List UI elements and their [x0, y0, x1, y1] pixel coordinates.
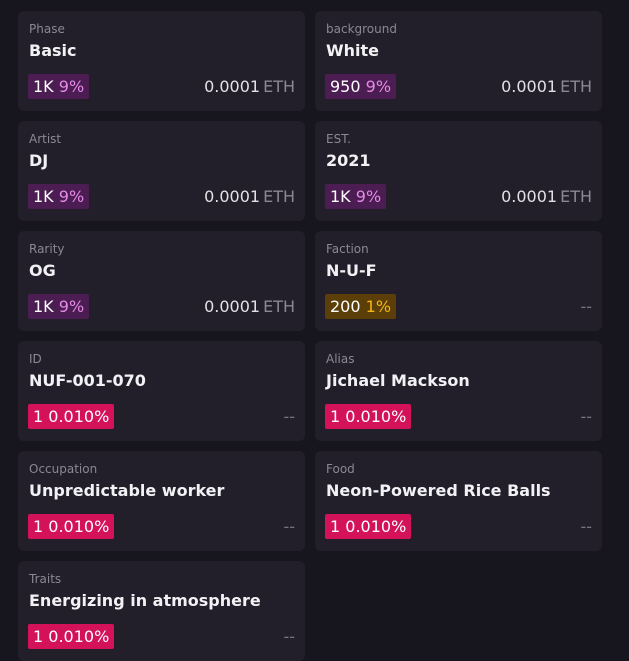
rarity-badge: 1K 9%: [28, 74, 90, 99]
trait-count: 1K: [33, 77, 54, 96]
rarity-badge: 200 1%: [325, 294, 397, 319]
trait-value: OG: [29, 261, 56, 280]
price-value: --: [580, 517, 592, 536]
trait-type: Traits: [29, 572, 62, 586]
trait-type: EST.: [326, 132, 351, 146]
trait-card: ID NUF-001-070 1 0.010% --: [18, 341, 305, 441]
currency: ETH: [560, 77, 592, 96]
trait-type: Phase: [29, 22, 65, 36]
price-value: 0.0001: [204, 297, 261, 316]
trait-value: Energizing in atmosphere: [29, 591, 261, 610]
floor-price: --: [283, 624, 295, 649]
floor-price: 0.0001 ETH: [501, 184, 592, 209]
trait-percent: 0.010%: [48, 627, 110, 646]
price-value: 0.0001: [204, 77, 261, 96]
trait-type: background: [326, 22, 397, 36]
trait-count: 1K: [33, 187, 54, 206]
rarity-badge: 950 9%: [325, 74, 397, 99]
trait-card: Faction N-U-F 200 1% --: [315, 231, 602, 331]
trait-card: Alias Jichael Mackson 1 0.010% --: [315, 341, 602, 441]
trait-value: 2021: [326, 151, 371, 170]
rarity-badge: 1K 9%: [28, 184, 90, 209]
currency: ETH: [263, 187, 295, 206]
trait-percent: 9%: [58, 77, 85, 96]
trait-count: 1: [330, 517, 341, 536]
trait-count: 1: [33, 517, 44, 536]
price-value: --: [580, 297, 592, 316]
trait-count: 1: [330, 407, 341, 426]
trait-type: Rarity: [29, 242, 65, 256]
trait-value: DJ: [29, 151, 49, 170]
trait-count: 950: [330, 77, 361, 96]
trait-card: Food Neon-Powered Rice Balls 1 0.010% --: [315, 451, 602, 551]
trait-type: Artist: [29, 132, 62, 146]
trait-value: N-U-F: [326, 261, 377, 280]
floor-price: --: [580, 514, 592, 539]
trait-card: background White 950 9% 0.0001 ETH: [315, 11, 602, 111]
trait-card: Rarity OG 1K 9% 0.0001 ETH: [18, 231, 305, 331]
trait-value: Neon-Powered Rice Balls: [326, 481, 551, 500]
trait-card: Occupation Unpredictable worker 1 0.010% --: [18, 451, 305, 551]
trait-value: Jichael Mackson: [326, 371, 470, 390]
rarity-badge: 1 0.010%: [28, 404, 115, 429]
trait-percent: 9%: [365, 77, 392, 96]
rarity-badge: 1K 9%: [28, 294, 90, 319]
trait-card: Traits Energizing in atmosphere 1 0.010% --: [18, 561, 305, 661]
trait-percent: 0.010%: [48, 517, 110, 536]
currency: ETH: [263, 77, 295, 96]
trait-card: EST. 2021 1K 9% 0.0001 ETH: [315, 121, 602, 221]
trait-value: NUF-001-070: [29, 371, 146, 390]
trait-count: 1: [33, 407, 44, 426]
trait-percent: 9%: [58, 187, 85, 206]
trait-type: Food: [326, 462, 355, 476]
trait-count: 1: [33, 627, 44, 646]
trait-percent: 0.010%: [48, 407, 110, 426]
floor-price: 0.0001 ETH: [501, 74, 592, 99]
trait-percent: 0.010%: [345, 517, 407, 536]
trait-count: 200: [330, 297, 361, 316]
price-value: --: [283, 407, 295, 426]
trait-percent: 9%: [58, 297, 85, 316]
floor-price: --: [283, 514, 295, 539]
price-value: 0.0001: [501, 187, 558, 206]
floor-price: 0.0001 ETH: [204, 184, 295, 209]
rarity-badge: 1 0.010%: [28, 514, 115, 539]
price-value: 0.0001: [204, 187, 261, 206]
currency: ETH: [560, 187, 592, 206]
trait-count: 1K: [330, 187, 351, 206]
price-value: --: [580, 407, 592, 426]
trait-value: Unpredictable worker: [29, 481, 225, 500]
trait-percent: 1%: [365, 297, 392, 316]
price-value: --: [283, 627, 295, 646]
price-value: 0.0001: [501, 77, 558, 96]
trait-count: 1K: [33, 297, 54, 316]
floor-price: --: [283, 404, 295, 429]
currency: ETH: [263, 297, 295, 316]
rarity-badge: 1 0.010%: [28, 624, 115, 649]
trait-card: Phase Basic 1K 9% 0.0001 ETH: [18, 11, 305, 111]
trait-value: White: [326, 41, 380, 60]
floor-price: 0.0001 ETH: [204, 74, 295, 99]
trait-card: Artist DJ 1K 9% 0.0001 ETH: [18, 121, 305, 221]
trait-type: Faction: [326, 242, 369, 256]
floor-price: --: [580, 404, 592, 429]
trait-type: Alias: [326, 352, 355, 366]
rarity-badge: 1K 9%: [325, 184, 387, 209]
trait-type: Occupation: [29, 462, 98, 476]
price-value: --: [283, 517, 295, 536]
trait-percent: 9%: [355, 187, 382, 206]
trait-type: ID: [29, 352, 42, 366]
rarity-badge: 1 0.010%: [325, 514, 412, 539]
floor-price: 0.0001 ETH: [204, 294, 295, 319]
trait-value: Basic: [29, 41, 77, 60]
trait-percent: 0.010%: [345, 407, 407, 426]
floor-price: --: [580, 294, 592, 319]
rarity-badge: 1 0.010%: [325, 404, 412, 429]
